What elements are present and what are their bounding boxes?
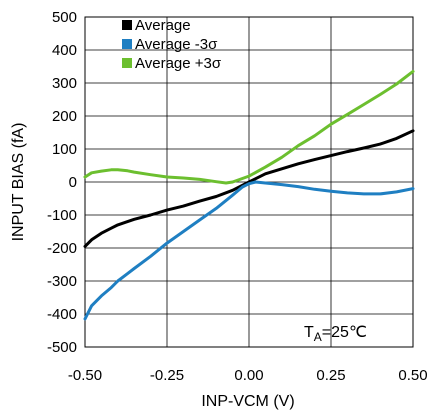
x-axis-ticks: -0.50 -0.25 0.00 0.25 0.50 <box>68 367 428 384</box>
y-axis-label: INPUT BIAS (fA) <box>10 123 27 242</box>
x-axis-label: INP-VCM (V) <box>201 393 294 410</box>
y-tick-label: 100 <box>52 141 77 158</box>
legend-swatch <box>122 58 132 68</box>
x-tick-label: 0.00 <box>234 367 263 384</box>
y-tick-label: -200 <box>47 240 77 257</box>
legend-swatch <box>122 39 132 49</box>
y-tick-label: 0 <box>69 174 77 191</box>
x-tick-label: -0.25 <box>150 367 184 384</box>
annotation-rest: =25℃ <box>322 324 367 341</box>
legend-label: Average -3σ <box>135 36 218 53</box>
y-tick-label: -400 <box>47 306 77 323</box>
series-line-2 <box>83 69 415 185</box>
series-line-0 <box>83 129 415 248</box>
x-tick-label: -0.50 <box>68 367 102 384</box>
x-tick-label: 0.25 <box>316 367 345 384</box>
annotation-main: T <box>304 324 314 341</box>
y-tick-label: 200 <box>52 108 77 125</box>
y-tick-label: -100 <box>47 207 77 224</box>
y-tick-label: 400 <box>52 42 77 59</box>
legend-label: Average <box>135 17 191 34</box>
plot-frame <box>84 16 414 348</box>
series-line-1 <box>83 180 415 321</box>
temperature-annotation: TA=25℃ <box>304 324 367 344</box>
y-tick-label: 300 <box>52 75 77 92</box>
legend-swatch <box>122 20 132 30</box>
y-tick-label: -500 <box>47 339 77 356</box>
series-lines <box>83 69 415 321</box>
legend-label: Average +3σ <box>135 55 222 72</box>
annotation-sub: A <box>314 330 322 344</box>
legend: Average Average -3σ Average +3σ <box>122 17 222 72</box>
x-tick-label: 0.50 <box>398 367 427 384</box>
y-tick-label: -300 <box>47 273 77 290</box>
y-axis-ticks: 500 400 300 200 100 0 -100 -200 -300 -400 -500 <box>47 9 77 356</box>
y-tick-label: 500 <box>52 9 77 26</box>
